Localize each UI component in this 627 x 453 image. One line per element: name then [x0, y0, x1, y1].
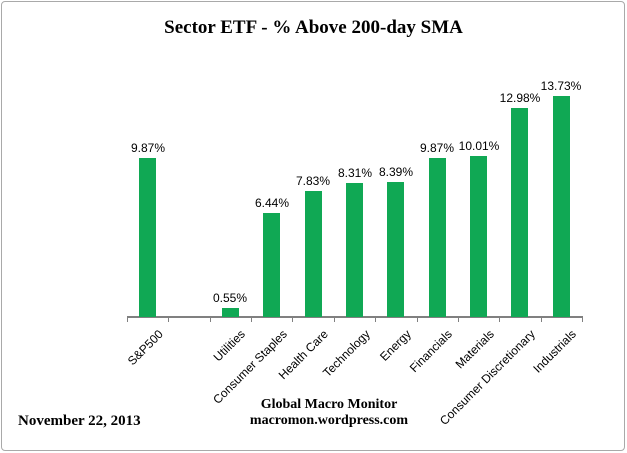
- bar-data-label: 9.87%: [130, 141, 166, 155]
- source-line-1: Global Macro Monitor: [260, 397, 398, 412]
- bar-data-label: 9.87%: [419, 141, 455, 155]
- bar-data-label: 7.83%: [295, 174, 331, 188]
- bar-health-care: [305, 191, 322, 317]
- bar-materials: [470, 156, 487, 317]
- bar-s-p500: [139, 158, 156, 317]
- x-axis-tick: [375, 316, 376, 322]
- bar-data-label: 8.39%: [378, 165, 414, 179]
- chart-title: Sector ETF - % Above 200-day SMA: [164, 17, 463, 38]
- x-axis-tick: [499, 316, 500, 322]
- date-label: November 22, 2013: [18, 413, 141, 429]
- bar-data-label: 13.73%: [540, 79, 582, 93]
- source-attribution: Global Macro Monitor macromon.wordpress.…: [114, 397, 544, 428]
- bar-consumer-staples: [263, 213, 280, 317]
- x-axis-tick: [582, 316, 583, 322]
- bar-financials: [429, 158, 446, 317]
- bar-consumer-discretionary: [511, 108, 528, 317]
- x-axis-tick: [127, 316, 128, 322]
- bar-industrials: [553, 96, 570, 317]
- bar-energy: [387, 182, 404, 317]
- bar-utilities: [222, 308, 239, 317]
- bar-technology: [346, 183, 363, 317]
- bar-data-label: 8.31%: [337, 166, 373, 180]
- x-axis-tick: [168, 316, 169, 322]
- x-axis-tick: [417, 316, 418, 322]
- bar-data-label: 12.98%: [499, 91, 541, 105]
- x-axis-tick: [541, 316, 542, 322]
- x-axis-tick: [251, 316, 252, 322]
- source-line-2: macromon.wordpress.com: [249, 412, 409, 428]
- x-axis-tick: [458, 316, 459, 322]
- bar-data-label: 6.44%: [254, 196, 290, 210]
- bar-data-label: 10.01%: [458, 139, 500, 153]
- x-axis-tick: [334, 316, 335, 322]
- x-axis-tick: [210, 316, 211, 322]
- x-axis-tick: [292, 316, 293, 322]
- bar-data-label: 0.55%: [212, 291, 248, 305]
